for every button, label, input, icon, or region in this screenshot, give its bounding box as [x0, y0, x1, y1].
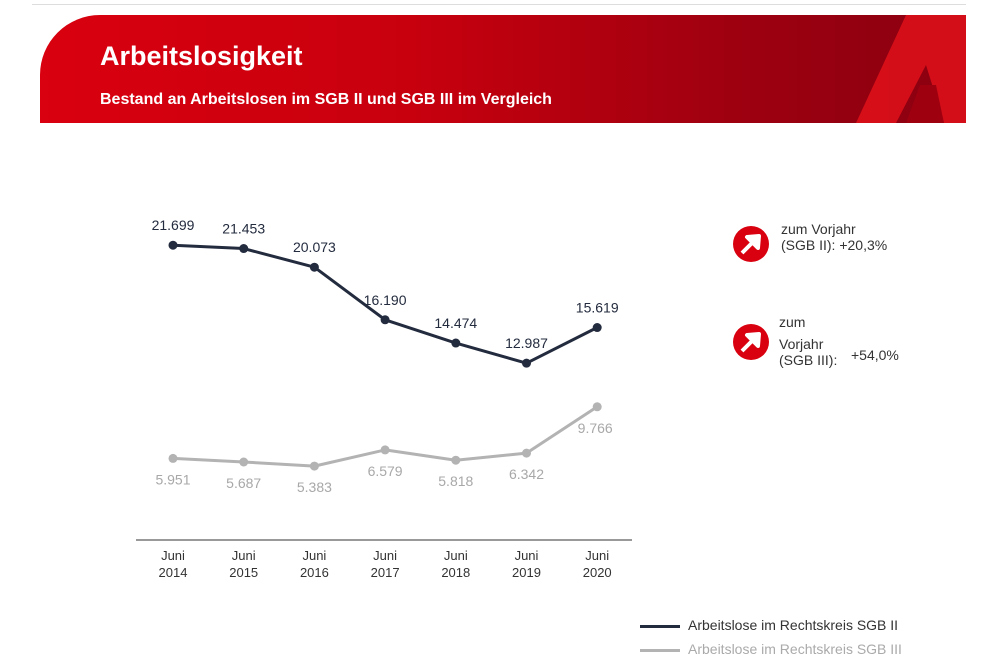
data-label: 5.383 — [297, 479, 332, 495]
annotation-text: zum — [779, 314, 806, 330]
top-divider — [32, 4, 966, 5]
data-point — [239, 457, 249, 467]
data-point — [451, 338, 461, 348]
data-label: 5.818 — [438, 473, 473, 489]
x-tick-label: Juni — [232, 548, 256, 563]
data-point — [239, 244, 249, 254]
annotation-text: (SGB II): — [781, 237, 836, 253]
x-tick-label: Juni — [585, 548, 609, 563]
data-point — [522, 448, 531, 458]
x-tick-label: Juni — [373, 548, 397, 563]
agency-logo-icon — [856, 15, 966, 123]
data-point — [451, 455, 461, 465]
data-label: 21.699 — [152, 217, 195, 233]
legend-label: Arbeitslose im Rechtskreis SGB II — [688, 617, 899, 633]
x-tick-label: Juni — [302, 548, 326, 563]
page-title: Arbeitslosigkeit — [100, 41, 303, 71]
data-label: 5.951 — [155, 471, 190, 487]
legend-label: Arbeitslose im Rechtskreis SGB III — [688, 641, 902, 657]
x-tick-label: Juni — [161, 548, 185, 563]
x-tick-label: 2020 — [583, 565, 612, 580]
x-tick-label: Juni — [515, 548, 539, 563]
annotation-value: +20,3% — [839, 237, 888, 253]
data-point — [592, 402, 602, 412]
data-label: 16.190 — [364, 292, 407, 308]
header-banner: Arbeitslosigkeit Bestand an Arbeitslosen… — [40, 15, 966, 123]
data-label: 6.579 — [368, 463, 403, 479]
annotation-sgb2: zum Vorjahr (SGB II): +20,3% — [781, 221, 887, 253]
data-label: 21.453 — [222, 221, 265, 237]
legend-item-sgb2: Arbeitslose im Rechtskreis SGB II — [640, 617, 898, 633]
x-tick-label: 2014 — [159, 565, 188, 580]
data-point — [380, 445, 390, 455]
data-label: 14.474 — [434, 315, 477, 331]
x-tick-label: 2019 — [512, 565, 541, 580]
annotation-text: (SGB III): — [779, 352, 838, 368]
x-tick-label: 2018 — [441, 565, 470, 580]
data-label: 9.766 — [578, 420, 613, 436]
x-tick-label: Juni — [444, 548, 468, 563]
data-label: 15.619 — [576, 300, 619, 316]
annotation-sgb3: zum Vorjahr (SGB III): — [779, 314, 837, 368]
series-line — [172, 405, 599, 468]
data-label: 6.342 — [509, 466, 544, 482]
data-point — [168, 453, 178, 463]
x-tick-label: 2017 — [371, 565, 400, 580]
x-tick-label: 2016 — [300, 565, 329, 580]
data-point — [522, 358, 531, 368]
data-label: 20.073 — [293, 239, 336, 255]
data-point — [380, 315, 390, 325]
data-label: 12.987 — [505, 335, 548, 351]
legend-item-sgb3: Arbeitslose im Rechtskreis SGB III — [640, 641, 902, 657]
data-label: 5.687 — [226, 475, 261, 491]
data-point — [309, 262, 319, 272]
arrow-up-right-icon — [733, 324, 769, 360]
page-subtitle: Bestand an Arbeitslosen im SGB II und SG… — [100, 91, 552, 108]
annotation-text: zum Vorjahr — [781, 221, 856, 237]
arrow-up-right-icon — [733, 226, 769, 262]
annotation-value: +54,0% — [851, 347, 899, 363]
legend-swatch — [640, 648, 680, 652]
legend-swatch — [640, 624, 680, 628]
data-point — [168, 240, 178, 250]
data-point — [592, 323, 602, 333]
annotation-text: Vorjahr — [779, 336, 824, 352]
data-point — [309, 461, 319, 471]
x-tick-label: 2015 — [229, 565, 258, 580]
